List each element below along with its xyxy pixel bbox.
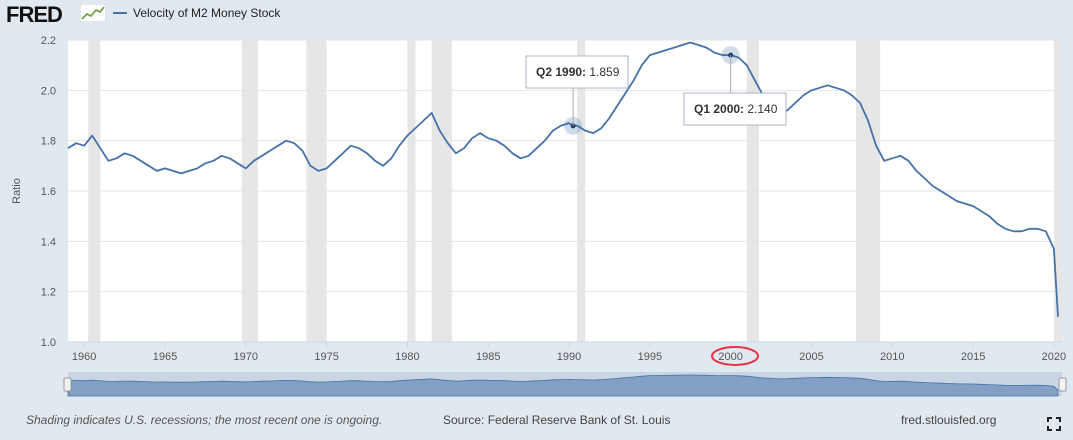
legend-label: Velocity of M2 Money Stock xyxy=(133,6,281,20)
data-point-marker[interactable] xyxy=(728,52,734,58)
y-tick-label: 2.0 xyxy=(41,85,56,97)
navigator-series-area xyxy=(67,374,1059,397)
x-tick-label: 1965 xyxy=(153,351,177,363)
y-tick-label: 2.2 xyxy=(41,35,56,47)
fullscreen-icon[interactable] xyxy=(1047,417,1061,431)
x-tick-label: 1990 xyxy=(557,351,581,363)
recession-note: Shading indicates U.S. recessions; the m… xyxy=(26,413,383,427)
tooltip-text: Q1 2000: 2.140 xyxy=(694,102,778,116)
tooltip-period: Q1 2000: xyxy=(694,102,747,116)
fred-logo: FRED xyxy=(6,2,63,27)
series-line[interactable] xyxy=(67,41,1059,317)
chart-area[interactable]: 1.0 1.2 1.4 1.6 1.8 2.0 2.2 1960 1965 1970 1975 19… xyxy=(0,28,1073,405)
x-tick-label: 1970 xyxy=(234,351,258,363)
x-tick-label: 1995 xyxy=(638,351,662,363)
navigator-handle-right[interactable] xyxy=(1058,377,1067,392)
y-tick-label: 1.8 xyxy=(41,136,56,148)
tooltip-box xyxy=(525,55,629,89)
y-tick-label: 1.4 xyxy=(41,236,56,248)
range-navigator[interactable] xyxy=(63,372,1067,397)
x-tick-label: 1985 xyxy=(476,351,500,363)
navigator-handle-left[interactable] xyxy=(63,377,72,392)
x-tick-label: 2005 xyxy=(799,351,823,363)
source-text: Source: Federal Reserve Bank of St. Loui… xyxy=(443,413,671,427)
x-tick-label: 2010 xyxy=(880,351,904,363)
chart-header: FRED Velocity of M2 Money Stock xyxy=(0,0,1073,30)
x-tick-label: 2020 xyxy=(1042,351,1066,363)
tooltip-box xyxy=(683,92,787,126)
y-tick-label: 1.2 xyxy=(41,287,56,299)
chart-footer: Shading indicates U.S. recessions; the m… xyxy=(0,405,1073,440)
x-tick-label: 1960 xyxy=(72,351,96,363)
tooltip-period: Q2 1990: xyxy=(536,65,589,79)
x-tick-label: 1980 xyxy=(395,351,419,363)
tooltip-value: 1.859 xyxy=(589,65,619,79)
tooltip-text: Q2 1990: 1.859 xyxy=(536,65,620,79)
tooltip-value: 2.140 xyxy=(747,102,777,116)
highlighted-year-circle xyxy=(711,346,759,366)
legend[interactable]: Velocity of M2 Money Stock xyxy=(113,6,280,20)
y-axis-label: Ratio xyxy=(11,178,23,204)
graph-icon xyxy=(80,4,106,22)
y-tick-label: 1.0 xyxy=(41,337,56,349)
y-tick-label: 1.6 xyxy=(41,186,56,198)
x-tick-label: 2015 xyxy=(961,351,985,363)
site-link[interactable]: fred.stlouisfed.org xyxy=(901,413,997,427)
legend-swatch xyxy=(113,12,127,14)
x-tick-label: 1975 xyxy=(314,351,338,363)
x-tick-label: 2000 xyxy=(718,351,742,363)
